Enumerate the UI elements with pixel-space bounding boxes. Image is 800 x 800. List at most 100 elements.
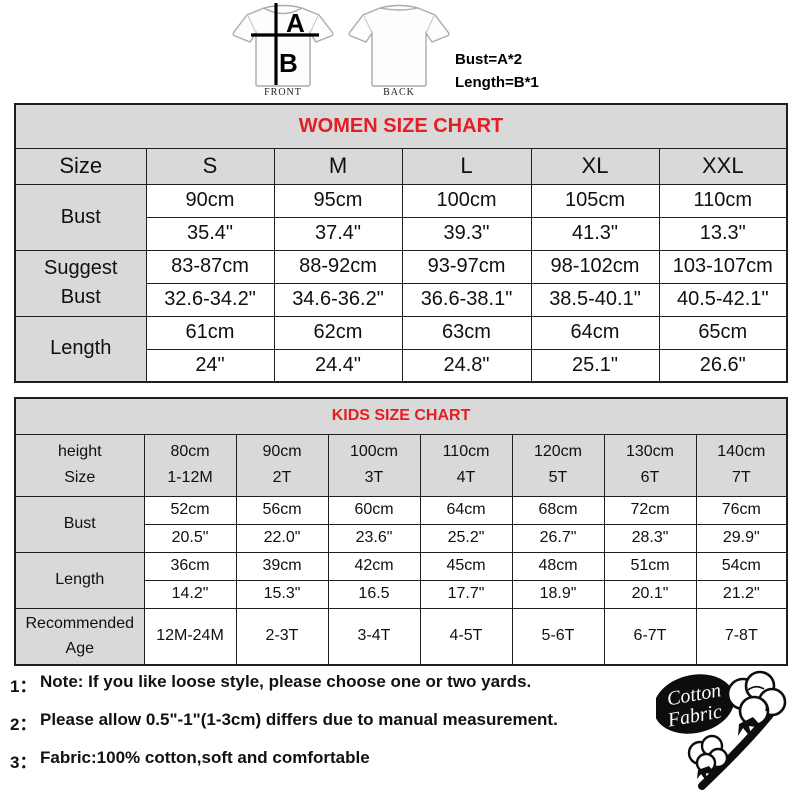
data-cell: 24.8" [401, 348, 532, 383]
kids-chart-title: KIDS SIZE CHART [14, 397, 788, 435]
note-text: Fabric:100% cotton,soft and comfortable [40, 748, 370, 767]
table-row: KIDS SIZE CHART [14, 397, 788, 435]
women-size-chart-table: WOMEN SIZE CHART Size S M L XL XXL Bust 90cm 95cm… [14, 103, 789, 383]
data-cell: 20.1" [603, 579, 697, 609]
data-cell: 56cm [235, 495, 329, 525]
back-shirt-diagram [348, 4, 450, 87]
table-row: Length 36cm 39cm 42cm 45cm 48cm 51cm 54cm [14, 551, 788, 609]
data-cell: 41.3" [530, 216, 660, 251]
women-chart-title: WOMEN SIZE CHART [14, 103, 788, 149]
data-cell: 13.3" [658, 216, 788, 251]
data-cell: 42cm [327, 551, 421, 581]
measure-letter-a: A [286, 8, 305, 38]
data-cell: 2-3T [235, 607, 329, 666]
data-cell: 83-87cm [145, 249, 275, 284]
data-cell: 62cm [273, 315, 403, 350]
data-cell: 64cm [419, 495, 513, 525]
data-cell: 54cm [695, 551, 788, 581]
row-label: Suggest Bust [14, 249, 147, 317]
header-cell: 110cm 4T [419, 433, 513, 497]
data-cell: 64cm [530, 315, 660, 350]
data-cell: 51cm [603, 551, 697, 581]
data-cell: 36cm [143, 551, 237, 581]
data-cell: 93-97cm [401, 249, 532, 284]
data-cell: 14.2" [143, 579, 237, 609]
header-cell: Size [14, 147, 147, 185]
data-cell: 5-6T [511, 607, 605, 666]
data-cell: 29.9" [695, 523, 788, 553]
data-cell: 63cm [401, 315, 532, 350]
data-cell: 36.6-38.1" [401, 282, 532, 317]
data-cell: 7-8T [695, 607, 788, 666]
front-shirt-diagram: A B [232, 3, 334, 87]
data-cell: 15.3" [235, 579, 329, 609]
data-cell: 39cm [235, 551, 329, 581]
data-cell: 4-5T [419, 607, 513, 666]
data-cell: 105cm [530, 183, 660, 218]
cotton-boll-large [726, 670, 787, 727]
length-formula: Length=B*1 [455, 74, 539, 91]
data-cell: 60cm [327, 495, 421, 525]
header-cell: 90cm 2T [235, 433, 329, 497]
table-row: Size S M L XL XXL [14, 147, 788, 185]
data-cell: 6-7T [603, 607, 697, 666]
data-cell: 45cm [419, 551, 513, 581]
data-cell: 61cm [145, 315, 275, 350]
data-cell: 52cm [143, 495, 237, 525]
row-label: Bust [14, 183, 147, 251]
table-row: 20.5" 22.0" 23.6" 25.2" 26.7" 28.3" 29.9" [15, 523, 788, 553]
row-label: Length [14, 551, 145, 609]
header-cell: 130cm 6T [603, 433, 697, 497]
table-row: Bust 52cm 56cm 60cm 64cm 68cm 72cm 76cm [14, 495, 788, 553]
data-cell: 26.7" [511, 523, 605, 553]
header-cell: L [401, 147, 532, 185]
data-cell: 18.9" [511, 579, 605, 609]
data-cell: 88-92cm [273, 249, 403, 284]
data-cell: 90cm [145, 183, 275, 218]
data-cell: 98-102cm [530, 249, 660, 284]
note-item: 1： Note: If you like loose style, please… [10, 672, 698, 697]
data-cell: 22.0" [235, 523, 329, 553]
sepal-large [738, 717, 763, 739]
data-cell: 12M-24M [143, 607, 237, 666]
logo-badge-ellipse [656, 674, 735, 734]
table-row: 35.4" 37.4" 39.3" 41.3" 13.3" [15, 216, 788, 251]
data-cell: 20.5" [143, 523, 237, 553]
row-label: Bust [14, 495, 145, 553]
data-cell: 26.6" [658, 348, 788, 383]
table-row: Suggest Bust 83-87cm 88-92cm 93-97cm 98-102c… [14, 249, 788, 317]
data-cell: 110cm [658, 183, 788, 218]
table-row: height Size 80cm 1-12M 90cm 2T 100cm 3T 110c… [14, 433, 788, 497]
kids-size-chart-table: KIDS SIZE CHART height Size 80cm 1-12M 90cm… [14, 397, 789, 666]
data-cell: 72cm [603, 495, 697, 525]
row-label: Recommended Age [14, 607, 145, 666]
header-cell: 100cm 3T [327, 433, 421, 497]
data-cell: 34.6-36.2" [273, 282, 403, 317]
data-cell: 68cm [511, 495, 605, 525]
table-row: Bust 90cm 95cm 100cm 105cm 110cm [14, 183, 788, 251]
data-cell: 16.5 [327, 579, 421, 609]
data-cell: 17.7" [419, 579, 513, 609]
data-cell: 25.2" [419, 523, 513, 553]
note-number: 3： [10, 753, 37, 772]
data-cell: 25.1" [530, 348, 660, 383]
table-row: WOMEN SIZE CHART [14, 103, 788, 149]
note-text: Please allow 0.5"-1"(1-3cm) differs due … [40, 710, 558, 729]
cotton-fabric-logo: Cotton Fabric [656, 670, 787, 790]
data-cell: 39.3" [401, 216, 532, 251]
note-item: 3： Fabric:100% cotton,soft and comfortab… [10, 748, 698, 773]
data-cell: 23.6" [327, 523, 421, 553]
row-label: Length [14, 315, 147, 383]
data-cell: 100cm [401, 183, 532, 218]
table-row: 24" 24.4" 24.8" 25.1" 26.6" [15, 348, 788, 383]
header-cell: XL [530, 147, 660, 185]
table-row: Length 61cm 62cm 63cm 64cm 65cm [14, 315, 788, 383]
data-cell: 3-4T [327, 607, 421, 666]
data-cell: 32.6-34.2" [145, 282, 275, 317]
header-cell: M [273, 147, 403, 185]
data-cell: 76cm [695, 495, 788, 525]
header-cell: 80cm 1-12M [143, 433, 237, 497]
data-cell: 24" [145, 348, 275, 383]
measure-letter-b: B [279, 48, 298, 78]
sepal-small [697, 766, 716, 782]
